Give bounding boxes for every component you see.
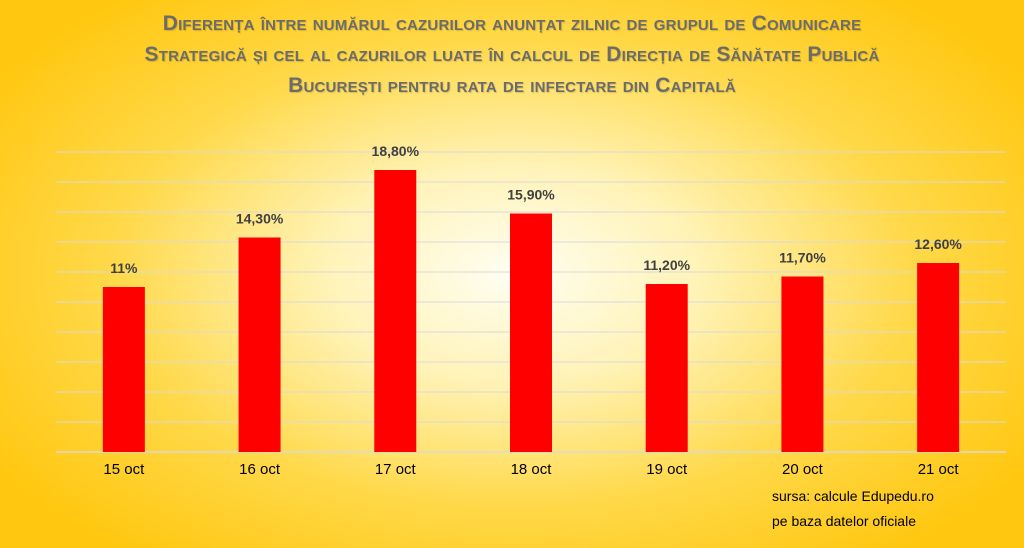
bar (374, 170, 417, 452)
source-line-2: pe baza datelor oficiale (772, 513, 916, 529)
bar (238, 237, 281, 452)
x-tick-label: 20 oct (782, 461, 824, 478)
chart-title-line-2: Strategică și cel al cazurilor luate în … (144, 43, 880, 66)
data-label: 11% (110, 260, 138, 276)
x-tick-label: 19 oct (646, 461, 688, 478)
chart-title-line-1: Diferența între numărul cazurilor anunța… (162, 12, 862, 35)
bar (645, 284, 688, 452)
bar (510, 213, 552, 452)
bar (102, 287, 145, 452)
chart-title: Diferența între numărul cazurilor anunța… (40, 8, 984, 101)
x-tick-label: 16 oct (239, 461, 281, 478)
bar (917, 263, 960, 452)
data-label: 15,90% (507, 187, 555, 203)
data-label: 11,70% (779, 250, 826, 266)
x-tick-label: 15 oct (103, 461, 145, 478)
x-tick-label: 17 oct (375, 461, 417, 478)
data-label: 12,60% (914, 236, 962, 252)
source-line-1: sursa: calcule Edupedu.ro (772, 488, 934, 504)
chart-title-line-3: București pentru rata de infectare din C… (288, 74, 736, 97)
x-tick-label: 21 oct (918, 461, 960, 478)
bar (781, 276, 824, 452)
data-label: 11,20% (643, 257, 690, 273)
data-label: 18,80% (372, 143, 420, 159)
data-label: 14,30% (236, 211, 284, 227)
x-tick-label: 18 oct (511, 461, 553, 478)
